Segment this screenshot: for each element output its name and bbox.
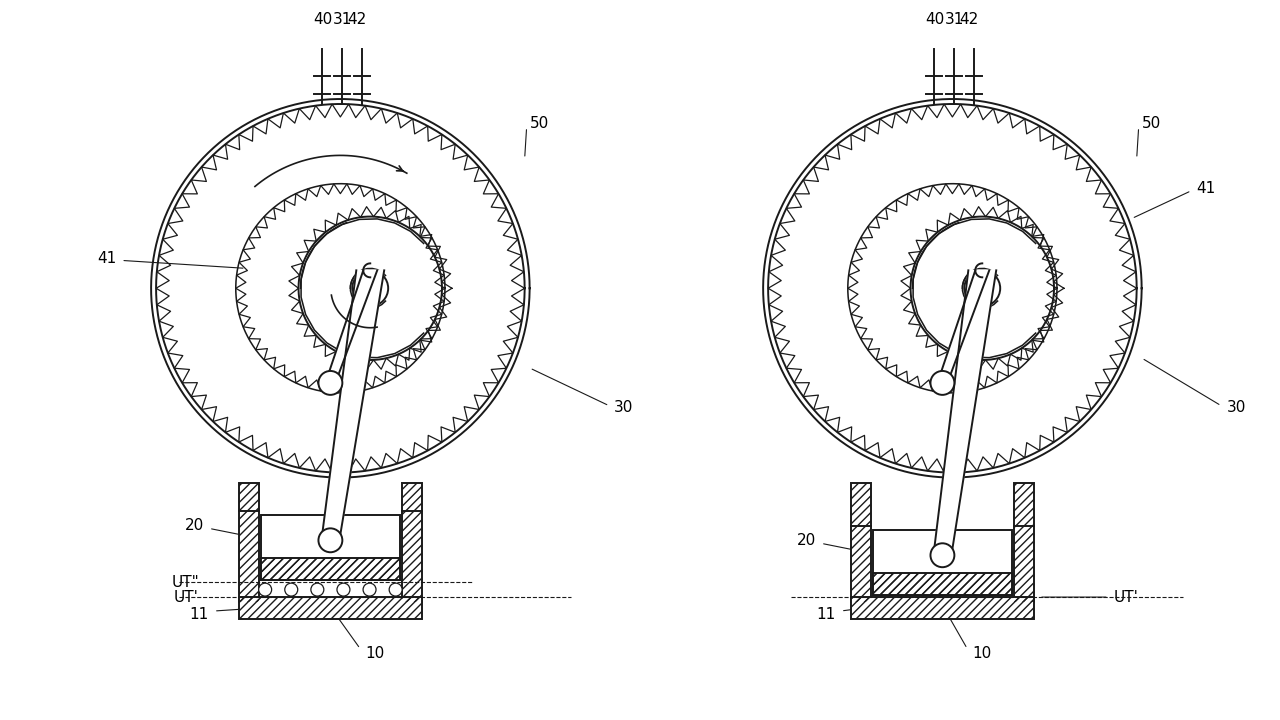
Bar bbox=[402, 482, 422, 602]
Circle shape bbox=[352, 270, 388, 306]
Circle shape bbox=[974, 280, 991, 296]
Bar bbox=[261, 558, 401, 580]
Polygon shape bbox=[321, 270, 384, 540]
Circle shape bbox=[284, 583, 298, 596]
Text: 50: 50 bbox=[530, 117, 549, 132]
Bar bbox=[873, 573, 1012, 595]
Text: 42: 42 bbox=[960, 12, 979, 27]
Text: 10: 10 bbox=[973, 647, 992, 662]
Text: 30: 30 bbox=[614, 400, 634, 415]
Text: 11: 11 bbox=[817, 606, 836, 621]
Text: 30: 30 bbox=[1226, 400, 1245, 415]
Text: UT': UT' bbox=[174, 590, 198, 605]
Circle shape bbox=[319, 528, 342, 552]
Circle shape bbox=[362, 280, 378, 296]
Text: 31: 31 bbox=[945, 12, 964, 27]
Circle shape bbox=[931, 544, 955, 567]
Polygon shape bbox=[937, 270, 989, 383]
Bar bbox=[261, 558, 401, 580]
Text: 11: 11 bbox=[189, 606, 209, 621]
Bar bbox=[261, 516, 401, 580]
Circle shape bbox=[389, 583, 402, 596]
Polygon shape bbox=[325, 270, 378, 383]
Bar bbox=[239, 597, 422, 619]
Text: 10: 10 bbox=[365, 647, 384, 662]
Bar bbox=[851, 482, 870, 602]
Bar bbox=[1014, 482, 1034, 602]
Bar bbox=[851, 597, 1034, 619]
Bar bbox=[239, 482, 259, 602]
Circle shape bbox=[364, 583, 376, 596]
Text: 42: 42 bbox=[348, 12, 367, 27]
Bar bbox=[1014, 482, 1034, 602]
Bar bbox=[402, 482, 422, 602]
Bar bbox=[851, 597, 1034, 619]
Circle shape bbox=[337, 583, 349, 596]
Polygon shape bbox=[301, 219, 424, 358]
Text: UT': UT' bbox=[1114, 590, 1139, 605]
Text: 40: 40 bbox=[925, 12, 945, 27]
Bar bbox=[873, 573, 1012, 595]
Text: 20: 20 bbox=[184, 518, 204, 533]
Text: 40: 40 bbox=[312, 12, 332, 27]
Bar bbox=[873, 573, 1012, 595]
Text: 41: 41 bbox=[97, 251, 116, 266]
Circle shape bbox=[311, 583, 324, 596]
Bar bbox=[239, 597, 422, 619]
Bar bbox=[851, 482, 870, 602]
Bar bbox=[261, 558, 401, 580]
Bar bbox=[873, 531, 1012, 595]
Circle shape bbox=[259, 583, 271, 596]
Text: 50: 50 bbox=[1142, 117, 1161, 132]
Circle shape bbox=[319, 371, 342, 395]
Text: 31: 31 bbox=[333, 12, 352, 27]
Polygon shape bbox=[913, 219, 1036, 358]
Bar bbox=[239, 482, 259, 602]
Circle shape bbox=[964, 270, 1000, 306]
Text: 20: 20 bbox=[796, 533, 815, 548]
Text: UT": UT" bbox=[172, 575, 198, 590]
Circle shape bbox=[931, 371, 955, 395]
Polygon shape bbox=[913, 222, 975, 288]
Polygon shape bbox=[933, 270, 996, 555]
Polygon shape bbox=[301, 222, 364, 288]
Text: 41: 41 bbox=[1197, 181, 1216, 196]
